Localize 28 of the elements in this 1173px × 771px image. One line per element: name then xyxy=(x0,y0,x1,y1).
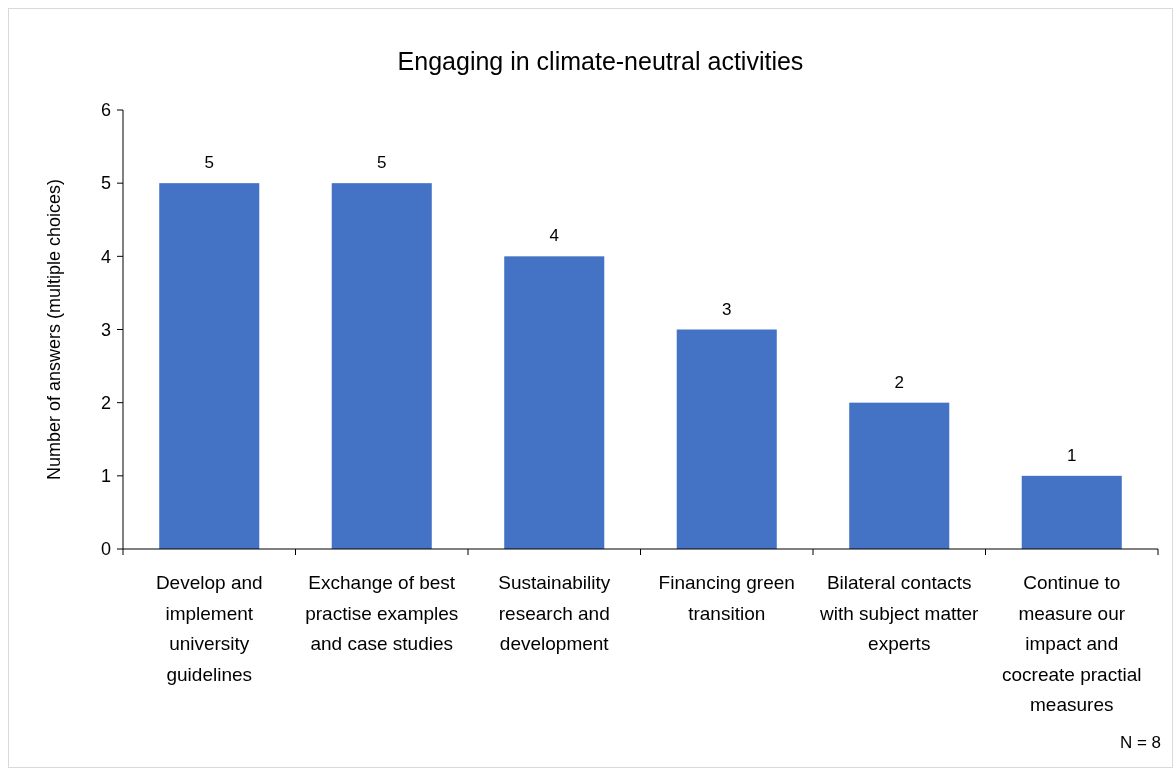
y-axis-title: Number of answers (multiple choices) xyxy=(44,178,64,481)
bar xyxy=(849,402,950,549)
x-tick-label: Exchange of best practise examples and case studies xyxy=(305,572,459,654)
bar xyxy=(331,183,432,549)
bar xyxy=(1021,475,1122,549)
data-label: 5 xyxy=(204,153,214,173)
y-tick-label: 4 xyxy=(100,246,111,267)
data-label: 1 xyxy=(1067,445,1077,465)
x-tick-label: Financing green transition xyxy=(658,572,795,624)
x-tick-label: Develop and implement university guidelines xyxy=(155,572,263,685)
data-label: 2 xyxy=(894,372,904,392)
x-tick-label: Continue to measure our impact and cocreate practial measures xyxy=(1002,572,1142,715)
y-tick-label: 5 xyxy=(100,173,111,194)
text: N = 8 xyxy=(1119,733,1161,752)
y-tick-label: 1 xyxy=(100,466,111,487)
bar xyxy=(159,183,260,549)
y-tick-label: 3 xyxy=(100,319,111,340)
x-tick-label: Sustainability research and development xyxy=(498,572,611,654)
x-tick-label: Bilateral contacts with subject matter experts xyxy=(819,572,980,654)
bar xyxy=(676,329,777,549)
data-label: 5 xyxy=(377,153,387,173)
bar xyxy=(504,256,605,549)
y-tick-label: 6 xyxy=(100,100,111,121)
y-tick-label: 0 xyxy=(100,539,111,560)
chart-title: Engaging in climate-neutral activities xyxy=(397,47,804,75)
y-tick-label: 2 xyxy=(100,392,111,413)
data-label: 4 xyxy=(549,226,559,246)
data-label: 3 xyxy=(722,299,732,319)
